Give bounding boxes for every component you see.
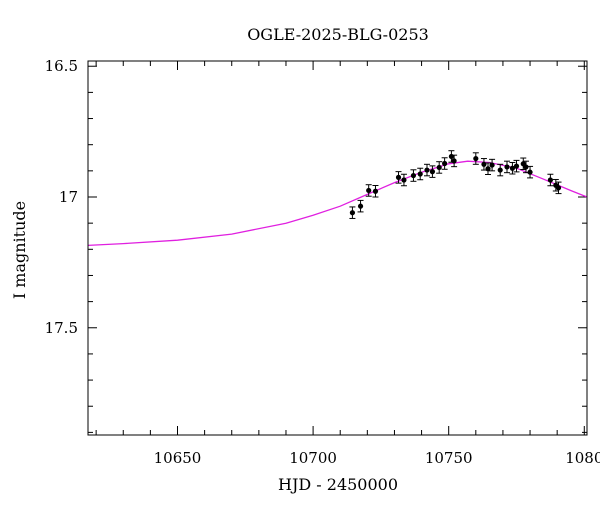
point-marker	[436, 164, 442, 171]
point-marker	[473, 155, 479, 162]
point-marker	[451, 158, 457, 164]
point-marker	[555, 185, 562, 191]
point-marker	[366, 187, 372, 194]
point-marker	[513, 163, 520, 169]
y-tick-label: 16.5	[45, 57, 78, 75]
data-point	[441, 157, 448, 170]
point-marker	[372, 188, 379, 194]
data-point	[513, 159, 520, 173]
point-marker	[448, 153, 455, 160]
data-point	[527, 165, 534, 179]
point-marker	[410, 172, 417, 179]
data-point	[522, 160, 529, 174]
point-marker	[401, 177, 407, 183]
x-tick-label: 10650	[154, 449, 202, 467]
data-point	[485, 162, 492, 176]
data-point	[509, 161, 516, 175]
data-point	[489, 158, 496, 172]
data-point	[372, 184, 379, 198]
point-marker	[523, 164, 529, 170]
tick-labels: 10650 10700 10750 1080 16.5 17 17.5	[45, 57, 600, 467]
data-point	[429, 165, 436, 178]
data-point	[400, 173, 407, 187]
y-tick-label: 17	[59, 188, 78, 206]
point-marker	[547, 177, 553, 183]
data-point	[365, 184, 372, 197]
point-marker	[395, 174, 402, 180]
data-point	[451, 154, 458, 168]
data-points-group	[349, 150, 562, 219]
axis-ticks	[88, 61, 587, 435]
point-marker	[485, 166, 491, 172]
data-point	[423, 163, 430, 177]
x-axis-label: HJD - 2450000	[278, 475, 398, 494]
point-marker	[527, 169, 533, 175]
plot-frame	[87, 60, 588, 436]
point-marker	[424, 167, 430, 173]
point-marker	[497, 167, 503, 173]
data-point	[497, 163, 504, 177]
data-point	[417, 167, 424, 181]
data-point	[436, 161, 443, 174]
point-marker	[481, 161, 487, 167]
data-point	[480, 158, 487, 171]
chart-title: OGLE-2025-BLG-0253	[247, 25, 429, 44]
x-tick-label: 1080	[565, 449, 600, 467]
data-point	[555, 181, 562, 195]
y-tick-label: 17.5	[45, 319, 78, 337]
point-marker	[349, 210, 356, 216]
point-marker	[429, 169, 436, 175]
data-point	[395, 171, 402, 184]
point-marker	[489, 162, 495, 168]
data-point	[410, 169, 417, 182]
point-marker	[509, 165, 516, 171]
data-point	[357, 199, 364, 213]
y-axis-label: I magnitude	[10, 201, 29, 299]
point-marker	[357, 203, 364, 209]
point-marker	[504, 164, 510, 170]
data-point	[472, 152, 479, 165]
point-marker	[442, 160, 448, 167]
data-point	[547, 173, 554, 187]
x-tick-label: 10750	[425, 449, 473, 467]
x-tick-label: 10700	[289, 449, 337, 467]
data-point	[503, 160, 510, 174]
point-marker	[417, 171, 423, 177]
data-point	[349, 206, 356, 219]
